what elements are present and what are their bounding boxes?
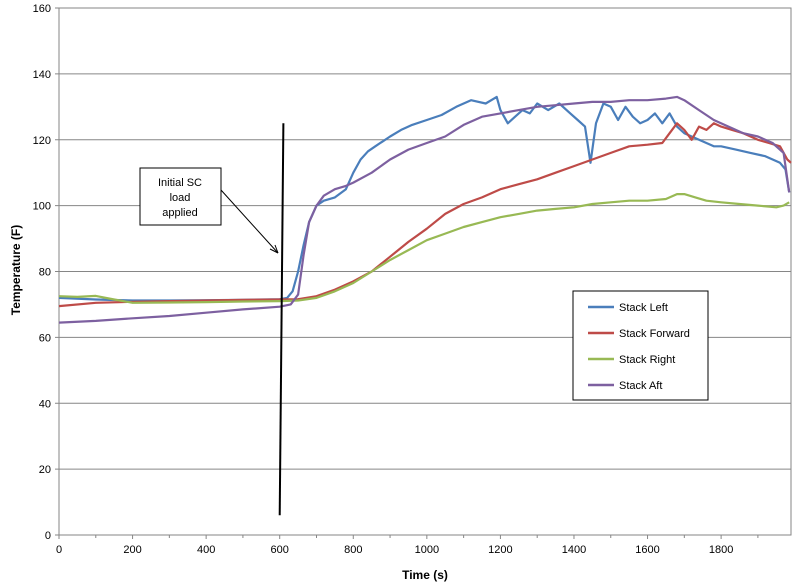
x-tick-label: 0 (56, 544, 62, 556)
y-tick-label: 60 (39, 332, 51, 344)
y-tick-label: 160 (33, 3, 51, 15)
x-axis-ticks: 0 200 400 600 800 1000 1200 1400 1600 1800 (56, 535, 759, 556)
legend-label: Stack Forward (619, 328, 690, 340)
x-tick-label: 1600 (635, 544, 659, 556)
x-tick-label: 200 (123, 544, 141, 556)
x-tick-label: 1200 (488, 544, 512, 556)
series-layer (58, 95, 792, 324)
x-axis-title: Time (s) (402, 568, 448, 582)
y-tick-label: 140 (33, 69, 51, 81)
annotation-box (139, 167, 222, 226)
legend-box (572, 290, 709, 401)
y-tick-label: 0 (45, 530, 51, 542)
annotation-line-2: load (170, 192, 191, 204)
y-tick-label: 120 (33, 135, 51, 147)
annotation-line-3: applied (162, 207, 197, 219)
legend: Stack Left Stack Forward Stack Right Stack … (572, 290, 709, 401)
x-tick-label: 600 (271, 544, 289, 556)
x-tick-label: 1800 (709, 544, 733, 556)
series-line-stack-forward (58, 122, 792, 308)
annotation-arrow (220, 189, 279, 254)
legend-label: Stack Left (619, 302, 668, 314)
gridlines (59, 73, 791, 470)
x-tick-label: 800 (344, 544, 362, 556)
arrow-head-icon (269, 244, 279, 254)
y-tick-label: 80 (39, 267, 51, 279)
y-tick-label: 40 (39, 398, 51, 410)
y-tick-label: 100 (33, 201, 51, 213)
y-axis-ticks: 0 20 40 60 80 100 120 140 160 (33, 3, 59, 542)
marker-line (278, 123, 285, 516)
legend-label: Stack Right (619, 354, 675, 366)
x-tick-label: 1000 (415, 544, 439, 556)
legend-label: Stack Aft (619, 380, 662, 392)
annotation: Initial SC load applied (139, 123, 285, 516)
x-tick-label: 1400 (562, 544, 586, 556)
series-line-stack-right (58, 193, 790, 304)
x-tick-label: 400 (197, 544, 215, 556)
series-line-stack-aft (58, 95, 791, 324)
y-axis-title: Temperature (F) (9, 225, 23, 315)
annotation-line-1: Initial SC (158, 177, 202, 189)
y-tick-label: 20 (39, 464, 51, 476)
